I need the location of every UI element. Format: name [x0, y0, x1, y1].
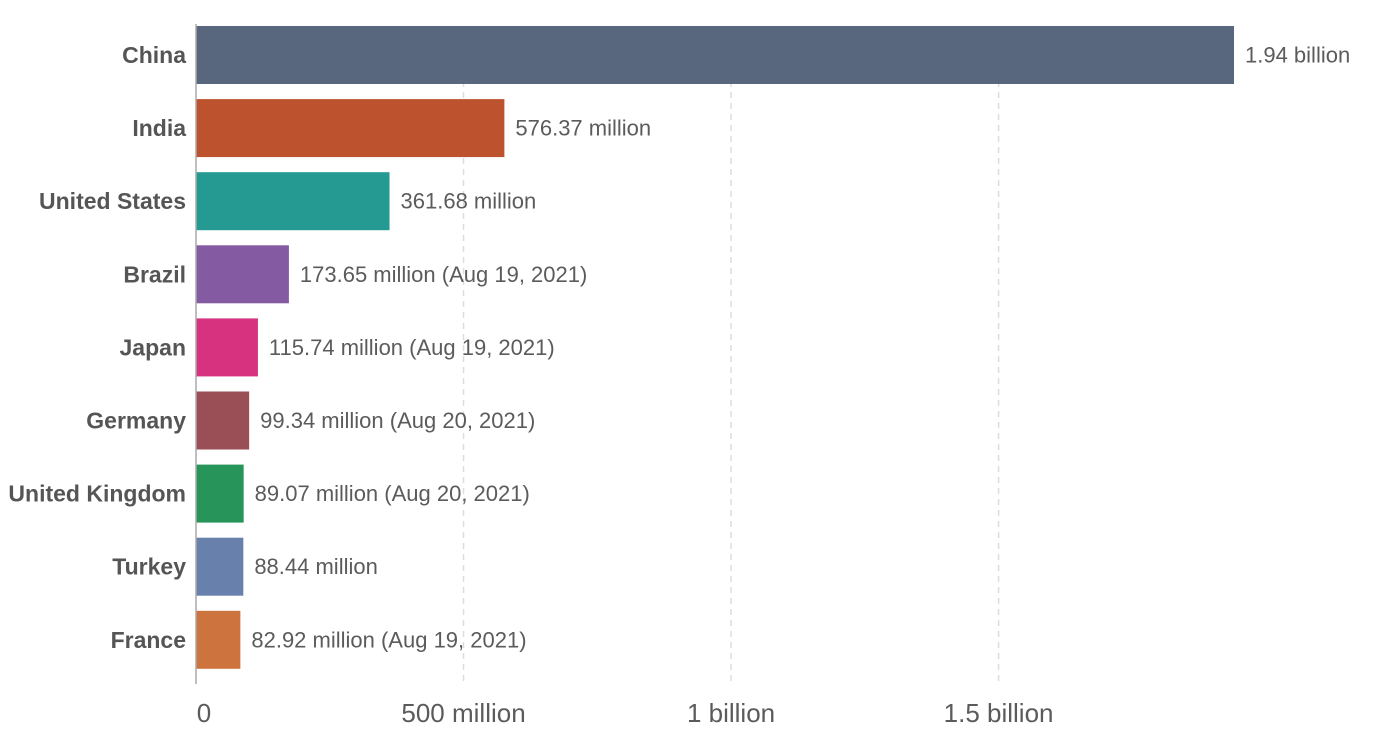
category-label: Turkey	[112, 554, 186, 580]
category-label: France	[111, 627, 186, 653]
bar-germany[interactable]	[196, 391, 250, 450]
value-label: 173.65 million (Aug 19, 2021)	[300, 262, 587, 287]
bar-china[interactable]	[196, 26, 1234, 84]
value-label: 89.07 million (Aug 20, 2021)	[255, 481, 530, 506]
bar-united-kingdom[interactable]	[196, 464, 244, 523]
category-label: Germany	[86, 408, 186, 434]
category-label: Brazil	[123, 261, 186, 287]
bar-brazil[interactable]	[196, 245, 289, 304]
category-label: India	[132, 115, 186, 141]
x-tick-label: 500 million	[401, 698, 525, 728]
bar-united-states[interactable]	[196, 172, 390, 231]
x-tick-label: 0	[197, 698, 211, 728]
category-label: United Kingdom	[8, 481, 186, 507]
category-label: China	[122, 42, 186, 68]
value-label: 88.44 million	[254, 554, 378, 579]
value-label: 1.94 billion	[1245, 43, 1350, 68]
value-label: 115.74 million (Aug 19, 2021)	[269, 335, 555, 360]
x-axis-ticks: 0 500 million 1 billion 1.5 billion	[197, 698, 1054, 728]
bar-india[interactable]	[196, 99, 505, 158]
bar-turkey[interactable]	[196, 537, 244, 596]
value-label: 82.92 million (Aug 19, 2021)	[251, 627, 526, 652]
category-label: Japan	[120, 334, 186, 360]
x-tick-label: 1 billion	[687, 698, 775, 728]
bar-france[interactable]	[196, 610, 241, 669]
value-label: 361.68 million	[401, 189, 537, 214]
value-label: 99.34 million (Aug 20, 2021)	[260, 408, 535, 433]
value-label: 576.37 million	[515, 116, 651, 141]
bar-japan[interactable]	[196, 318, 258, 377]
bars: China 1.94 billion India 576.37 million Unit…	[8, 26, 1350, 669]
x-tick-label: 1.5 billion	[944, 698, 1054, 728]
category-label: United States	[39, 188, 186, 214]
